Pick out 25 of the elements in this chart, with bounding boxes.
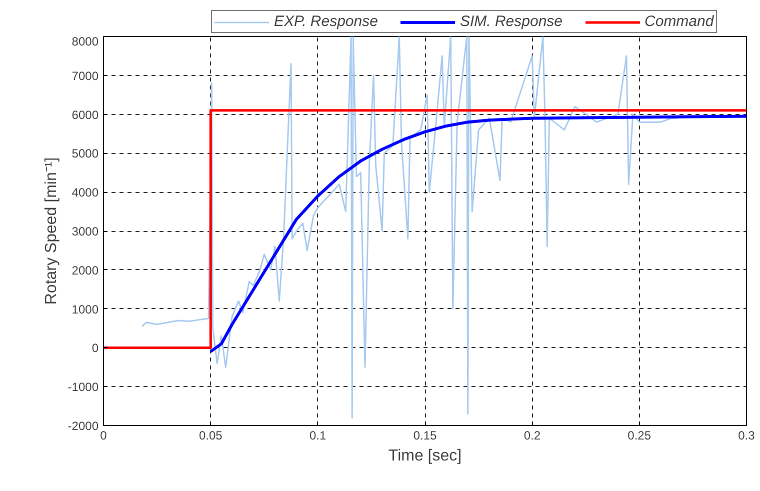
- y-tick-label: 1000: [72, 302, 99, 316]
- x-axis-title: Time [sec]: [388, 448, 462, 464]
- x-tick-label: 0.25: [628, 428, 652, 442]
- y-tick-label: 2000: [72, 263, 99, 278]
- y-tick-label: 3000: [72, 224, 99, 238]
- y-tick-label: 8000: [72, 34, 99, 48]
- x-tick-label: 0.2: [524, 428, 541, 442]
- y-tick-label: 7000: [72, 68, 99, 83]
- legend-label: EXP. Response: [274, 13, 378, 30]
- x-tick-label: 0.05: [198, 428, 223, 442]
- y-tick-label: 0: [92, 341, 99, 356]
- y-axis-title: Rotary Speed [min⁻¹]: [42, 157, 60, 305]
- x-tick-label: 0.1: [309, 428, 326, 442]
- y-tick-label: 6000: [72, 108, 99, 122]
- x-tick-label: 0.3: [738, 428, 756, 442]
- line-series: [141, 36, 679, 418]
- y-tick-label: -1000: [68, 380, 99, 394]
- legend-label: SIM. Response: [460, 13, 563, 30]
- x-tick-label: 0: [100, 428, 108, 442]
- y-tick-label: 4000: [72, 186, 99, 200]
- legend-label: Command: [644, 13, 714, 30]
- y-tick-label: -2000: [68, 419, 99, 433]
- y-tick-label: 5000: [72, 146, 99, 161]
- line-series: [209, 114, 746, 354]
- x-tick-label: 0.15: [413, 428, 438, 442]
